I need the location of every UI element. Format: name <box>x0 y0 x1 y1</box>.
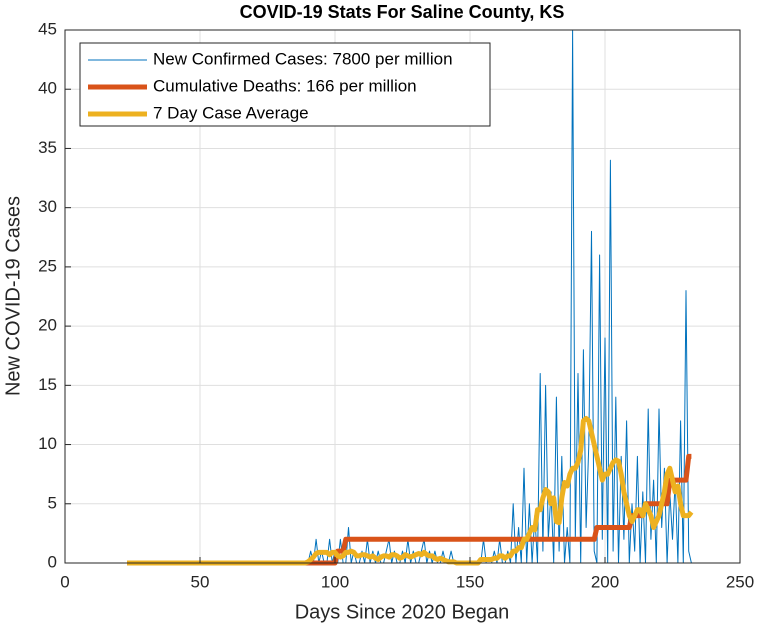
y-tick-label: 10 <box>38 434 57 453</box>
x-tick-label: 200 <box>591 572 619 591</box>
ticks: 0 50 100 150 200 250 0 5 10 15 20 25 30 35 40 45 <box>38 19 754 591</box>
x-tick-label: 100 <box>321 572 349 591</box>
legend: New Confirmed Cases: 7800 per million Cum… <box>79 42 491 127</box>
x-axis-label: Days Since 2020 Began <box>295 601 510 623</box>
y-tick-label: 40 <box>38 79 57 98</box>
x-tick-label: 0 <box>60 572 69 591</box>
y-tick-label: 15 <box>38 375 57 394</box>
legend-label: New Confirmed Cases: 7800 per million <box>153 49 453 68</box>
x-tick-label: 50 <box>191 572 210 591</box>
y-tick-label: 30 <box>38 197 57 216</box>
legend-label: Cumulative Deaths: 166 per million <box>153 76 417 95</box>
y-tick-label: 20 <box>38 316 57 335</box>
chart-title: COVID-19 Stats For Saline County, KS <box>240 2 565 22</box>
y-tick-label: 5 <box>48 493 57 512</box>
y-axis-label: New COVID-19 Cases <box>2 196 24 396</box>
y-tick-label: 35 <box>38 138 57 157</box>
legend-box <box>79 42 491 127</box>
legend-label: 7 Day Case Average <box>153 103 309 122</box>
y-tick-label: 45 <box>38 19 57 38</box>
y-tick-label: 0 <box>48 552 57 571</box>
x-tick-label: 250 <box>726 572 754 591</box>
y-tick-label: 25 <box>38 256 57 275</box>
axes-box <box>64 29 741 564</box>
x-tick-label: 150 <box>456 572 484 591</box>
